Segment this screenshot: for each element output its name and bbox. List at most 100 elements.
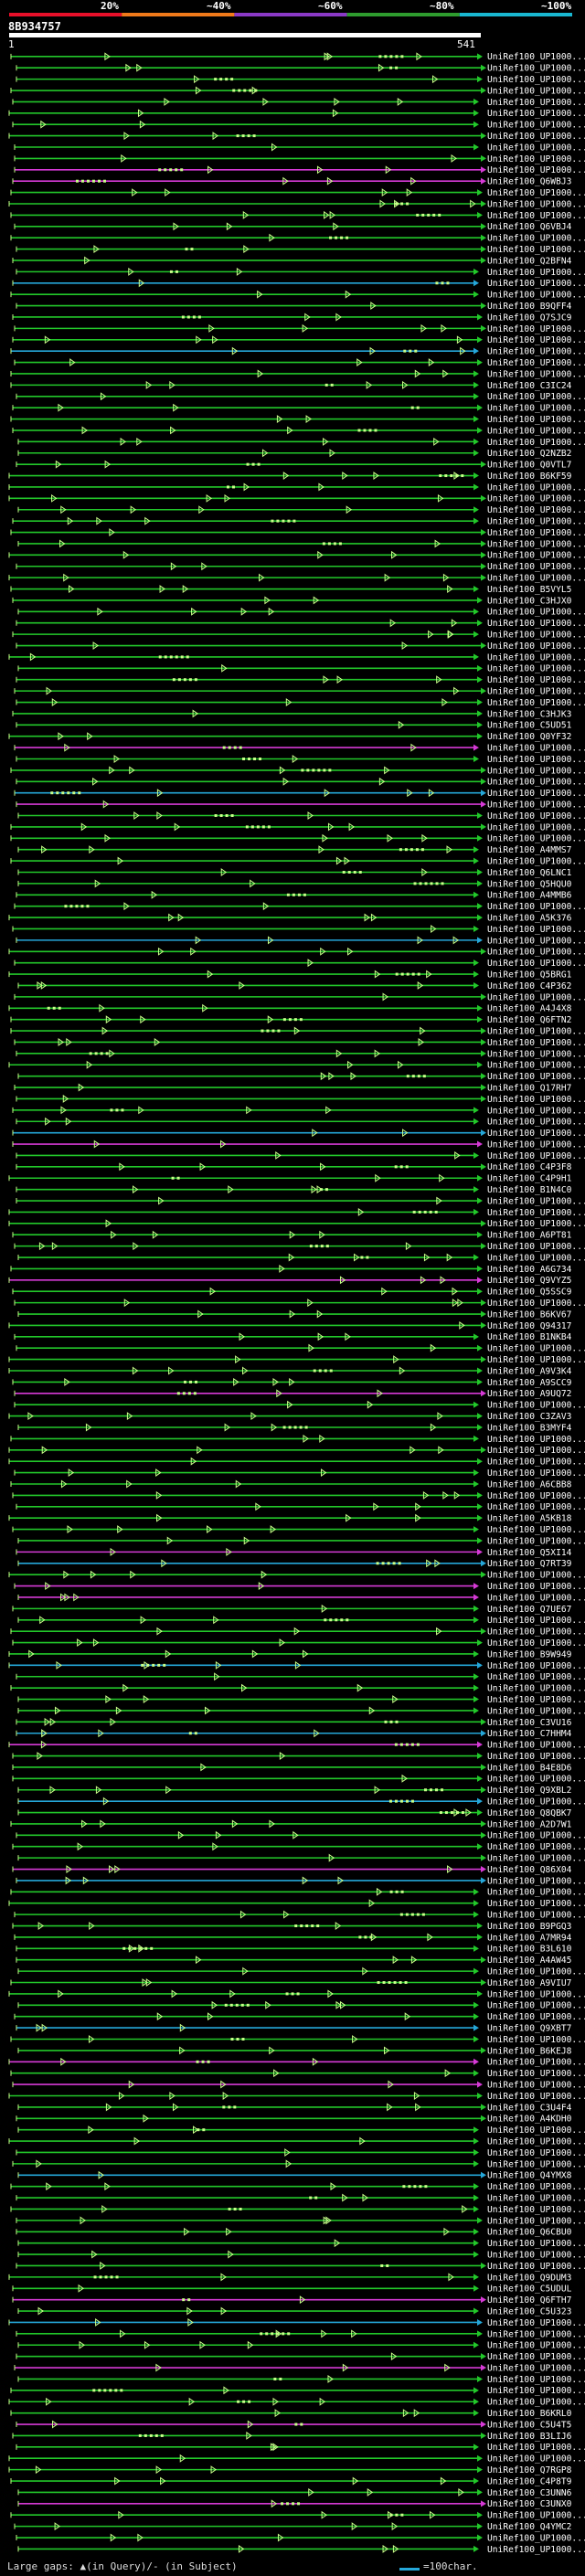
hit-row[interactable]: UniRef100_UP1000... [12, 1491, 585, 1501]
hit-row[interactable]: UniRef100_Q5BRG1 [8, 970, 572, 980]
hit-row[interactable]: UniRef100_UP1000... [8, 1355, 585, 1365]
hit-row[interactable]: UniRef100_UP1000... [12, 1140, 585, 1150]
hit-label[interactable]: UniRef100_UP1000... [487, 959, 585, 969]
hit-label[interactable]: UniRef100_UP1000... [487, 1536, 585, 1546]
hit-row[interactable]: UniRef100_UP1000... [16, 755, 585, 765]
hit-label[interactable]: UniRef100_UP1000... [487, 608, 585, 618]
hit-row[interactable]: UniRef100_UP1000... [17, 1536, 585, 1546]
hit-row[interactable]: UniRef100_C5UDUL [12, 2284, 572, 2295]
hit-row[interactable]: UniRef100_UP1000... [16, 778, 585, 788]
hit-row[interactable]: UniRef100_UP1000... [14, 154, 585, 164]
hit-label[interactable]: UniRef100_UP1000... [487, 1072, 585, 1082]
hit-label[interactable]: UniRef100_UP1000... [487, 1458, 585, 1468]
hit-row[interactable]: UniRef100_B9PGQ3 [12, 1922, 572, 1932]
hit-row[interactable]: UniRef100_UP1000... [16, 2352, 585, 2362]
hit-row[interactable]: UniRef100_Q6FTH7 [12, 2295, 572, 2306]
hit-row[interactable]: UniRef100_Q6WBJ3 [12, 177, 572, 187]
hit-row[interactable]: UniRef100_A4J4X8 [8, 1004, 572, 1014]
hit-label[interactable]: UniRef100_UP1000... [487, 1571, 585, 1581]
hit-label[interactable]: UniRef100_UP1000... [487, 1706, 585, 1716]
hit-label[interactable]: UniRef100_C3VU16 [487, 1718, 572, 1728]
hit-row[interactable]: UniRef100_A6PT81 [12, 1231, 572, 1241]
hit-row[interactable]: UniRef100_UP1000... [17, 1616, 585, 1626]
hit-row[interactable]: UniRef100_UP1000... [16, 1151, 585, 1161]
hit-label[interactable]: UniRef100_UP1000... [487, 1435, 585, 1445]
hit-label[interactable]: UniRef100_B9W949 [487, 1649, 572, 1659]
hit-row[interactable]: UniRef100_UP1000... [14, 2012, 585, 2022]
hit-row[interactable]: UniRef100_UP1000... [17, 2001, 585, 2011]
hit-label[interactable]: UniRef100_A7MR94 [487, 1933, 572, 1943]
hit-label[interactable]: UniRef100_C5U4T5 [487, 2420, 571, 2430]
hit-label[interactable]: UniRef100_UP1000... [487, 2125, 585, 2136]
hit-row[interactable]: UniRef100_C3UNX0 [17, 2499, 572, 2509]
hit-row[interactable]: UniRef100_UP1000... [12, 1752, 585, 1762]
hit-label[interactable]: UniRef100_UP1000... [487, 675, 585, 685]
hit-row[interactable]: UniRef100_UP1000... [17, 1854, 585, 1864]
hit-label[interactable]: UniRef100_Q6FTN2 [487, 1015, 571, 1025]
hit-label[interactable]: UniRef100_UP1000... [487, 505, 585, 515]
hit-row[interactable]: UniRef100_UP1000... [14, 1582, 585, 1592]
hit-label[interactable]: UniRef100_B1N4C0 [487, 1185, 572, 1195]
hit-row[interactable]: UniRef100_Q4YMX8 [17, 2171, 572, 2181]
hit-row[interactable]: UniRef100_B1N4C0 [16, 1185, 572, 1195]
hit-row[interactable]: UniRef100_B9QFF4 [16, 302, 572, 312]
hit-label[interactable]: UniRef100_A9VIU7 [487, 1978, 572, 1988]
hit-row[interactable]: UniRef100_Q9XBT7 [16, 2024, 572, 2034]
hit-row[interactable]: UniRef100_UP1000... [10, 2205, 585, 2215]
hit-row[interactable]: UniRef100_B6KRL0 [10, 2409, 572, 2419]
hit-label[interactable]: UniRef100_UP1000... [487, 1468, 585, 1479]
hit-label[interactable]: UniRef100_UP1000... [487, 2511, 585, 2521]
hit-row[interactable]: UniRef100_C4P362 [17, 981, 571, 991]
hit-row[interactable]: UniRef100_UP1000... [16, 2216, 585, 2226]
hit-row[interactable]: UniRef100_UP1000... [17, 1695, 585, 1705]
hit-label[interactable]: UniRef100_UP1000... [487, 744, 585, 754]
hit-row[interactable]: UniRef100_UP1000... [8, 1458, 585, 1468]
hit-label[interactable]: UniRef100_A9UQ72 [487, 1389, 571, 1399]
hit-row[interactable]: UniRef100_Q8QBK7 [17, 1808, 572, 1818]
hit-row[interactable]: UniRef100_C3ZAV3 [8, 1412, 572, 1422]
hit-label[interactable]: UniRef100_UP1000... [487, 369, 585, 379]
hit-label[interactable]: UniRef100_UP1000... [487, 1242, 585, 1252]
hit-label[interactable]: UniRef100_UP1000... [487, 426, 585, 436]
hit-row[interactable]: UniRef100_UP1000... [14, 358, 585, 368]
hit-label[interactable]: UniRef100_C5UDUL [487, 2284, 572, 2295]
hit-row[interactable]: UniRef100_B6KV67 [17, 1309, 572, 1320]
hit-label[interactable]: UniRef100_A6G734 [487, 1265, 572, 1275]
hit-row[interactable]: UniRef100_UP1000... [10, 1888, 585, 1898]
hit-label[interactable]: UniRef100_UP1000... [487, 1911, 585, 1921]
hit-row[interactable]: UniRef100_A4KDH0 [16, 2115, 572, 2125]
hit-row[interactable]: UniRef100_Q6LNC1 [17, 868, 572, 878]
hit-row[interactable]: UniRef100_UP1000... [17, 2341, 585, 2351]
hit-row[interactable]: UniRef100_UP1000... [8, 948, 585, 958]
hit-label[interactable]: UniRef100_UP1000... [487, 1616, 585, 1626]
hit-label[interactable]: UniRef100_Q9XBL2 [487, 1786, 571, 1796]
hit-row[interactable]: UniRef100_UP1000... [8, 132, 585, 142]
hit-row[interactable]: UniRef100_UP1000... [10, 2511, 585, 2521]
hit-row[interactable]: UniRef100_C4P8T9 [10, 2476, 572, 2486]
hit-label[interactable]: UniRef100_UP1000... [487, 1151, 585, 1161]
hit-label[interactable]: UniRef100_UP1000... [487, 109, 585, 119]
hit-label[interactable]: UniRef100_UP1000... [487, 755, 585, 765]
hit-label[interactable]: UniRef100_UP1000... [487, 811, 585, 822]
hit-row[interactable]: UniRef100_UP1000... [10, 766, 585, 776]
hit-row[interactable]: UniRef100_A9SCC9 [12, 1378, 572, 1388]
hit-row[interactable]: UniRef100_UP1000... [16, 936, 585, 946]
hit-label[interactable]: UniRef100_B9PGQ3 [487, 1922, 572, 1932]
hit-row[interactable]: UniRef100_UP1000... [17, 1593, 585, 1603]
hit-row[interactable]: UniRef100_UP1000... [12, 1775, 585, 1785]
hit-label[interactable]: UniRef100_Q7SJC9 [487, 313, 572, 323]
hit-label[interactable]: UniRef100_C5U323 [487, 2306, 572, 2316]
hit-row[interactable]: UniRef100_UP1000... [12, 426, 585, 436]
hit-row[interactable]: UniRef100_C3HJX0 [12, 596, 572, 606]
hit-label[interactable]: UniRef100_UP1000... [487, 358, 585, 368]
hit-label[interactable]: UniRef100_B3LIJ6 [487, 2432, 572, 2442]
hit-row[interactable]: UniRef100_UP1000... [16, 1118, 585, 1128]
hit-row[interactable]: UniRef100_UP1000... [8, 2318, 585, 2328]
hit-label[interactable]: UniRef100_UP1000... [487, 902, 585, 912]
hit-row[interactable]: UniRef100_A7MR94 [14, 1933, 572, 1943]
hit-row[interactable]: UniRef100_UP1000... [14, 1468, 585, 1479]
hit-label[interactable]: UniRef100_UP1000... [487, 2069, 585, 2079]
hit-label[interactable]: UniRef100_UP1000... [487, 1876, 585, 1886]
hit-label[interactable]: UniRef100_UP1000... [487, 517, 585, 527]
hit-label[interactable]: UniRef100_UP1000... [487, 1672, 585, 1682]
